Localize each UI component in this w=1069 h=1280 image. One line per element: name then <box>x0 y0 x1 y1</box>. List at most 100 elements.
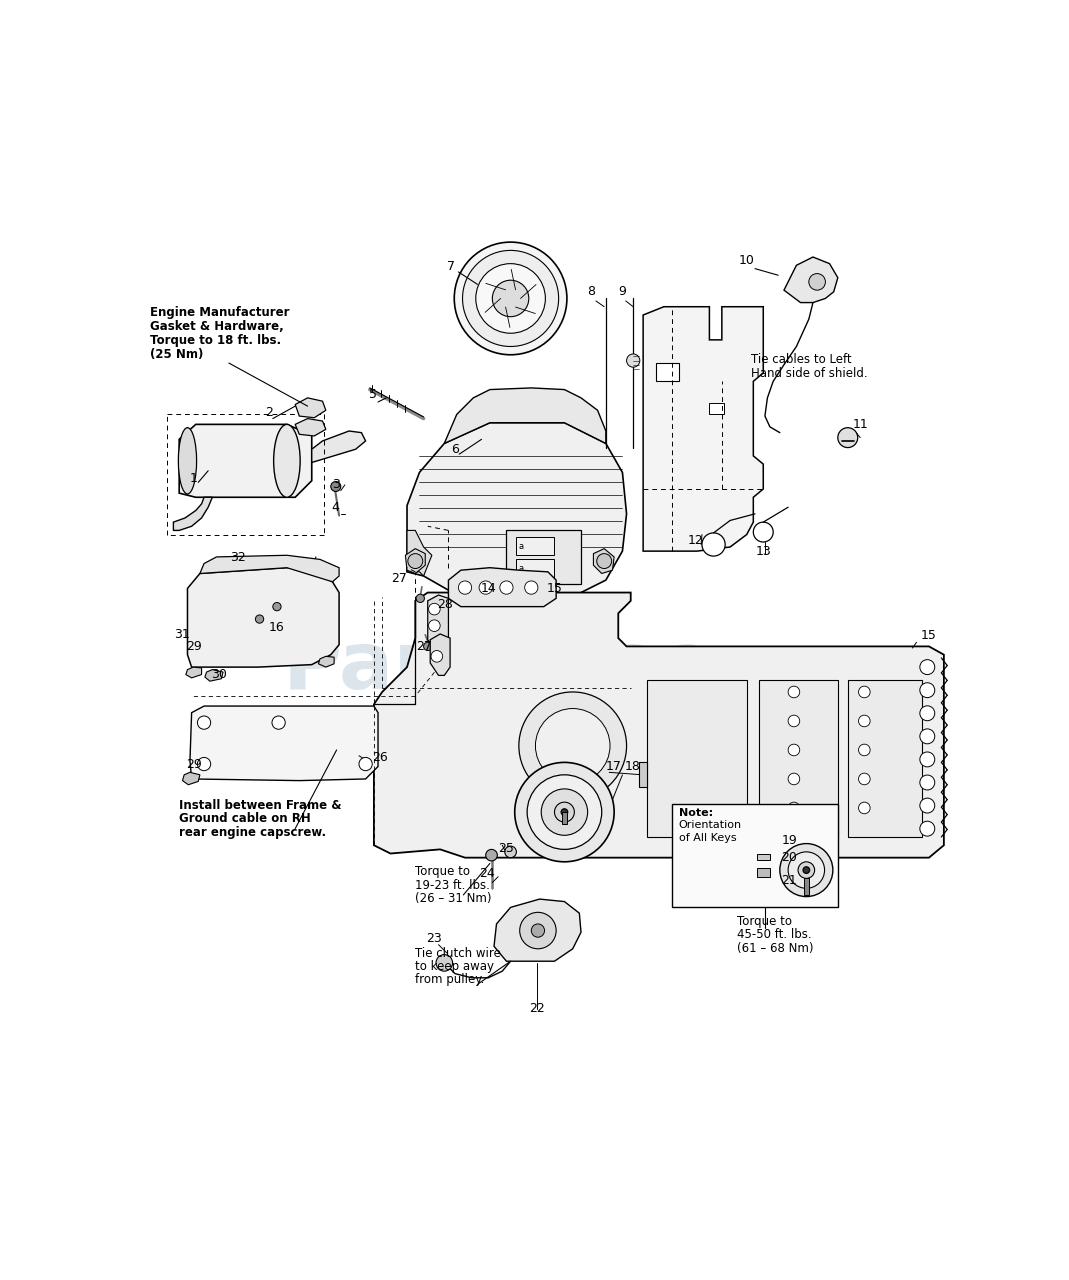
Ellipse shape <box>274 425 300 497</box>
Circle shape <box>919 799 934 813</box>
Text: Torque to 18 ft. lbs.: Torque to 18 ft. lbs. <box>150 334 281 347</box>
Circle shape <box>858 773 870 785</box>
Circle shape <box>198 758 211 771</box>
Text: Tie clutch wire: Tie clutch wire <box>415 947 501 960</box>
Circle shape <box>198 716 211 730</box>
Polygon shape <box>494 899 582 961</box>
Circle shape <box>505 846 516 858</box>
Text: 16: 16 <box>269 621 284 634</box>
Polygon shape <box>428 595 449 650</box>
Text: 31: 31 <box>174 627 189 640</box>
Polygon shape <box>407 422 626 600</box>
Circle shape <box>919 776 934 790</box>
Text: from pulley.: from pulley. <box>415 973 484 986</box>
Circle shape <box>429 620 440 631</box>
Text: to keep away: to keep away <box>415 960 494 973</box>
Circle shape <box>809 274 825 291</box>
Polygon shape <box>205 669 223 681</box>
Text: 26: 26 <box>372 751 388 764</box>
Circle shape <box>531 924 544 937</box>
Circle shape <box>493 280 529 316</box>
Text: 11: 11 <box>853 419 868 431</box>
Circle shape <box>788 852 824 888</box>
Circle shape <box>788 773 800 785</box>
Text: Gasket & Hardware,: Gasket & Hardware, <box>150 320 284 333</box>
Polygon shape <box>407 530 432 576</box>
Circle shape <box>858 803 870 814</box>
Circle shape <box>858 686 870 698</box>
Polygon shape <box>180 425 312 497</box>
Polygon shape <box>593 549 614 573</box>
Polygon shape <box>173 497 213 530</box>
Bar <box>516 559 554 577</box>
Polygon shape <box>295 419 326 436</box>
Text: (61 – 68 Nm): (61 – 68 Nm) <box>737 942 814 955</box>
Circle shape <box>788 803 800 814</box>
Bar <box>848 680 923 837</box>
Circle shape <box>485 850 497 861</box>
Text: rear engine capscrew.: rear engine capscrew. <box>180 826 326 838</box>
Text: ™: ™ <box>825 652 853 680</box>
Bar <box>757 854 770 860</box>
Circle shape <box>272 716 285 730</box>
Circle shape <box>803 867 809 873</box>
Circle shape <box>702 532 725 556</box>
Circle shape <box>520 913 556 948</box>
Circle shape <box>541 788 588 836</box>
Circle shape <box>919 659 934 675</box>
Text: 7: 7 <box>447 260 455 273</box>
Text: 17: 17 <box>606 760 622 773</box>
Polygon shape <box>187 568 339 667</box>
Text: 28: 28 <box>437 598 453 611</box>
Text: (25 Nm): (25 Nm) <box>150 348 203 361</box>
Circle shape <box>500 581 513 594</box>
Text: 23: 23 <box>427 932 443 945</box>
Text: Orientation: Orientation <box>679 820 742 831</box>
Bar <box>648 680 746 837</box>
Circle shape <box>359 758 372 771</box>
Polygon shape <box>430 634 450 676</box>
Text: 8: 8 <box>587 285 595 298</box>
Circle shape <box>919 728 934 744</box>
Text: 22: 22 <box>529 1002 545 1015</box>
Circle shape <box>436 955 452 972</box>
Polygon shape <box>186 667 202 678</box>
Circle shape <box>626 355 640 367</box>
Text: 29: 29 <box>186 640 202 653</box>
Circle shape <box>858 744 870 755</box>
Polygon shape <box>784 257 838 302</box>
Text: Note:: Note: <box>679 808 713 818</box>
Bar <box>639 763 648 787</box>
Circle shape <box>454 242 567 355</box>
Polygon shape <box>644 307 763 552</box>
Polygon shape <box>295 398 326 417</box>
Bar <box>282 462 293 470</box>
Circle shape <box>429 603 440 614</box>
Circle shape <box>476 264 545 333</box>
Circle shape <box>788 716 800 727</box>
Text: Torque to: Torque to <box>737 915 792 928</box>
Text: Ground cable on RH: Ground cable on RH <box>180 813 311 826</box>
Text: 4: 4 <box>331 500 340 513</box>
Text: PartsTree: PartsTree <box>282 628 715 707</box>
Text: 27: 27 <box>391 572 406 585</box>
Text: 10: 10 <box>739 253 755 268</box>
Text: Hand side of shield.: Hand side of shield. <box>750 366 867 380</box>
Text: 24: 24 <box>479 867 495 881</box>
Circle shape <box>459 581 471 594</box>
Text: 45-50 ft. lbs.: 45-50 ft. lbs. <box>737 928 811 941</box>
Text: 12: 12 <box>687 534 703 547</box>
Text: of All Keys: of All Keys <box>679 833 737 842</box>
Text: 15: 15 <box>920 630 936 643</box>
Polygon shape <box>405 549 425 573</box>
Text: 2: 2 <box>265 406 273 420</box>
Bar <box>710 403 725 415</box>
Text: 13: 13 <box>756 545 771 558</box>
Circle shape <box>555 803 574 822</box>
Circle shape <box>431 650 443 662</box>
Circle shape <box>515 763 614 861</box>
Text: 5: 5 <box>369 388 377 401</box>
Circle shape <box>919 751 934 767</box>
Text: 19: 19 <box>781 833 797 847</box>
Circle shape <box>273 603 281 611</box>
